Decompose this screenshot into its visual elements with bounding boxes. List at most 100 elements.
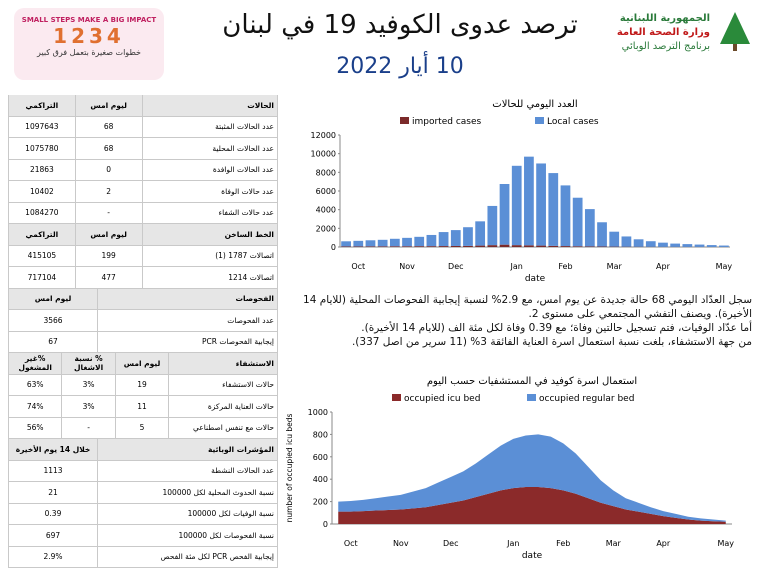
y-tick-label: 12000 bbox=[311, 131, 336, 140]
summary-table: الحالات ليوم امس التراكمي عدد الحالات المثب… bbox=[8, 95, 278, 568]
cell: اتصالات 1787 (1) bbox=[141, 245, 278, 266]
cell: 1075780 bbox=[25, 143, 59, 153]
cell: 56% bbox=[26, 423, 44, 433]
logo-ar: خطوات صغيرة بتعمل فرق كبير bbox=[37, 48, 141, 57]
table-row: نسبة الفحوصات لكل 100000 697 bbox=[8, 525, 278, 547]
cell: عدد الحالات النشطة bbox=[97, 460, 277, 481]
bar bbox=[365, 240, 376, 247]
table-row: عدد الحالات النشطة 1113 bbox=[8, 460, 278, 482]
bar bbox=[560, 185, 571, 247]
x-axis-label: date bbox=[522, 551, 543, 561]
cell: 21 bbox=[48, 487, 58, 497]
y-tick-label: 200 bbox=[313, 498, 328, 507]
logo-digits: 1234 bbox=[53, 24, 125, 48]
table-row: عدد حالات الشفاء - 1084270 bbox=[8, 202, 278, 224]
cell: 68 bbox=[74, 138, 142, 159]
y-tick-label: 2000 bbox=[316, 224, 336, 233]
header-cell: ليوم امس bbox=[74, 224, 142, 245]
header-cell: المؤشرات الوبائية bbox=[97, 439, 277, 460]
ministry-line: وزارة الصحة العامة bbox=[616, 27, 710, 38]
y-tick-label: 600 bbox=[313, 453, 328, 462]
table-row: عدد الحالات الوافدة 0 21863 bbox=[8, 159, 278, 181]
logo-en: SMALL STEPS MAKE A BIG IMPACT bbox=[21, 16, 157, 24]
chart-title: استعمال اسرة كوفيد في المستشفيات حسب الي… bbox=[427, 376, 637, 387]
table-row: عدد الفحوصات 3566 bbox=[8, 310, 278, 332]
y-tick-label: 1000 bbox=[308, 408, 328, 417]
bar bbox=[438, 232, 449, 247]
legend-swatch bbox=[527, 394, 536, 401]
bar bbox=[438, 246, 449, 247]
text-line: من جهة الاستشفاء، بلغت نسبة استعمال اسرة… bbox=[351, 336, 752, 348]
cell: 2.9% bbox=[43, 552, 63, 562]
cell: 1113 bbox=[43, 466, 63, 476]
cell: 2 bbox=[74, 181, 142, 202]
cell: عدد حالات الشفاء bbox=[141, 202, 278, 223]
header-cell: التراكمي bbox=[25, 229, 59, 239]
area bbox=[338, 434, 726, 522]
bar bbox=[536, 245, 546, 247]
cell: 0 bbox=[74, 159, 142, 180]
x-tick-label: Oct bbox=[344, 539, 358, 548]
header-cell: الاستشفاء bbox=[168, 353, 277, 374]
x-tick-label: Oct bbox=[351, 262, 365, 271]
bar bbox=[463, 245, 473, 247]
x-tick-label: Nov bbox=[399, 262, 415, 271]
table-header-row: الاستشفاء ليوم امس% نسبة الاشغال %غير المش… bbox=[8, 353, 278, 375]
bar bbox=[499, 244, 510, 247]
chart-title: العدد اليومي للحالات bbox=[492, 99, 577, 110]
header-cell: خلال 14 يوم الأخيرة bbox=[15, 444, 91, 454]
table-row: عدد الحالات المحلية 68 1075780 bbox=[8, 138, 278, 160]
ministry: الجمهورية اللبنانية وزارة الصحة العامة ب… bbox=[600, 12, 710, 54]
header-cell: ليوم امس bbox=[114, 353, 168, 374]
cell: 3% bbox=[61, 396, 114, 417]
date: 10 أيار 2022 bbox=[336, 54, 464, 79]
cell: 68 bbox=[74, 116, 142, 137]
legend-label: occupied icu bed bbox=[404, 394, 480, 404]
bar bbox=[572, 197, 583, 247]
bar bbox=[682, 244, 693, 247]
bar bbox=[341, 246, 351, 247]
bar bbox=[584, 209, 595, 247]
bar bbox=[670, 243, 681, 247]
cell: 3% bbox=[61, 374, 114, 395]
header-cell: ليوم امس bbox=[74, 95, 142, 116]
cell: 19 bbox=[114, 374, 168, 395]
table-header-row: المؤشرات الوبائية خلال 14 يوم الأخيرة bbox=[8, 439, 278, 461]
cell: حالات مع تنفس اصطناعي bbox=[168, 417, 277, 438]
text-line: أما عدّاد الوفيات، فتم تسجيل حالتين وفاة… bbox=[361, 322, 752, 334]
cell: - bbox=[61, 417, 114, 438]
bar bbox=[609, 231, 620, 247]
cell: 477 bbox=[74, 267, 142, 288]
bar bbox=[463, 227, 473, 246]
header-cell: الخط الساخن bbox=[141, 224, 278, 245]
legend-label: imported cases bbox=[412, 117, 482, 127]
x-tick-label: May bbox=[717, 539, 734, 548]
bar bbox=[560, 246, 571, 247]
bar bbox=[487, 205, 498, 246]
bar bbox=[536, 163, 546, 246]
bar bbox=[426, 246, 437, 247]
cell: - bbox=[74, 202, 142, 223]
bar bbox=[389, 238, 400, 247]
bar bbox=[499, 184, 510, 245]
cell: إيجابية الفحص PCR لكل مئة الفحص bbox=[97, 546, 277, 567]
bar bbox=[645, 241, 656, 247]
bar bbox=[475, 221, 486, 246]
bar bbox=[414, 246, 425, 247]
y-tick-label: 8000 bbox=[316, 168, 336, 177]
bar bbox=[402, 237, 412, 247]
header-cell: %غير المشغول bbox=[18, 354, 52, 373]
chart: العدد اليومي للحالات 0 2000 4000 6000 8000 100… bbox=[311, 99, 733, 284]
bar bbox=[694, 244, 705, 247]
y-tick-label: 400 bbox=[313, 475, 328, 484]
summary-text: سجل العدّاد اليومي 68 حالة جديدة عن يوم … bbox=[292, 293, 752, 349]
bar bbox=[450, 230, 461, 246]
table-header-row: الحالات ليوم امس التراكمي bbox=[8, 95, 278, 117]
bar bbox=[524, 245, 534, 247]
cell: اتصالات 1214 bbox=[141, 267, 278, 288]
bar bbox=[524, 156, 534, 246]
logo: SMALL STEPS MAKE A BIG IMPACT 1234 خطوات… bbox=[14, 8, 164, 80]
bar bbox=[572, 246, 583, 247]
legend-label: occupied regular bed bbox=[539, 394, 634, 404]
bar bbox=[719, 245, 729, 247]
